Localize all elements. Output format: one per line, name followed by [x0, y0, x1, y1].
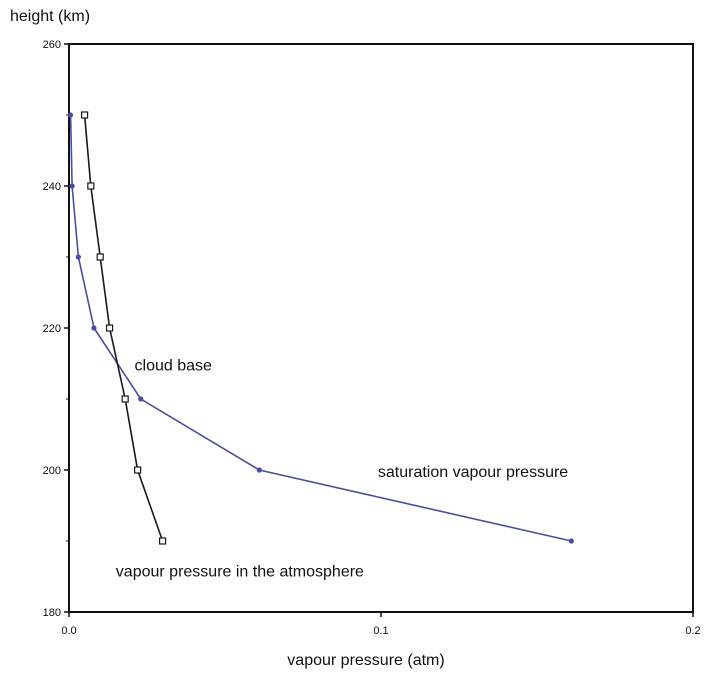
x-tick-label: 0.0 [61, 625, 76, 637]
data-point-square [159, 537, 167, 545]
axis-ticks: 180 200 220 240 260 0.0 0.1 0.2 [43, 39, 701, 637]
data-point-dot [67, 112, 74, 118]
data-point-square [121, 395, 129, 403]
y-tick-label: 220 [43, 323, 61, 335]
annotation-label: vapour pressure in the atmosphere [116, 564, 364, 581]
data-point-square [96, 253, 104, 261]
data-point-square [80, 111, 89, 119]
plot-frame [68, 43, 694, 613]
annotation-label: cloud base [135, 358, 212, 375]
data-point-dot [91, 325, 97, 331]
data-point-dot [138, 396, 144, 402]
data-point-square [87, 182, 95, 190]
data-point-dot [256, 467, 262, 473]
x-tick-label: 0.2 [685, 625, 700, 637]
y-tick-label: 260 [43, 39, 61, 51]
data-point-square [134, 466, 142, 474]
y-tick-label: 200 [43, 465, 61, 477]
series-layer [67, 111, 574, 545]
y-tick-label: 240 [43, 181, 61, 193]
annotation-label: saturation vapour pressure [378, 464, 568, 481]
data-point-dot [75, 254, 81, 260]
data-point-dot [69, 183, 75, 189]
y-tick-label: 180 [43, 607, 61, 619]
y-axis-label: height (km) [10, 8, 91, 25]
annotations-layer: cloud base saturation vapour pressure vapo… [116, 358, 569, 581]
x-axis-label: vapour pressure (atm) [287, 652, 445, 669]
data-point-square [105, 324, 114, 332]
x-tick-label: 0.1 [373, 625, 388, 637]
data-point-dot [568, 538, 574, 544]
